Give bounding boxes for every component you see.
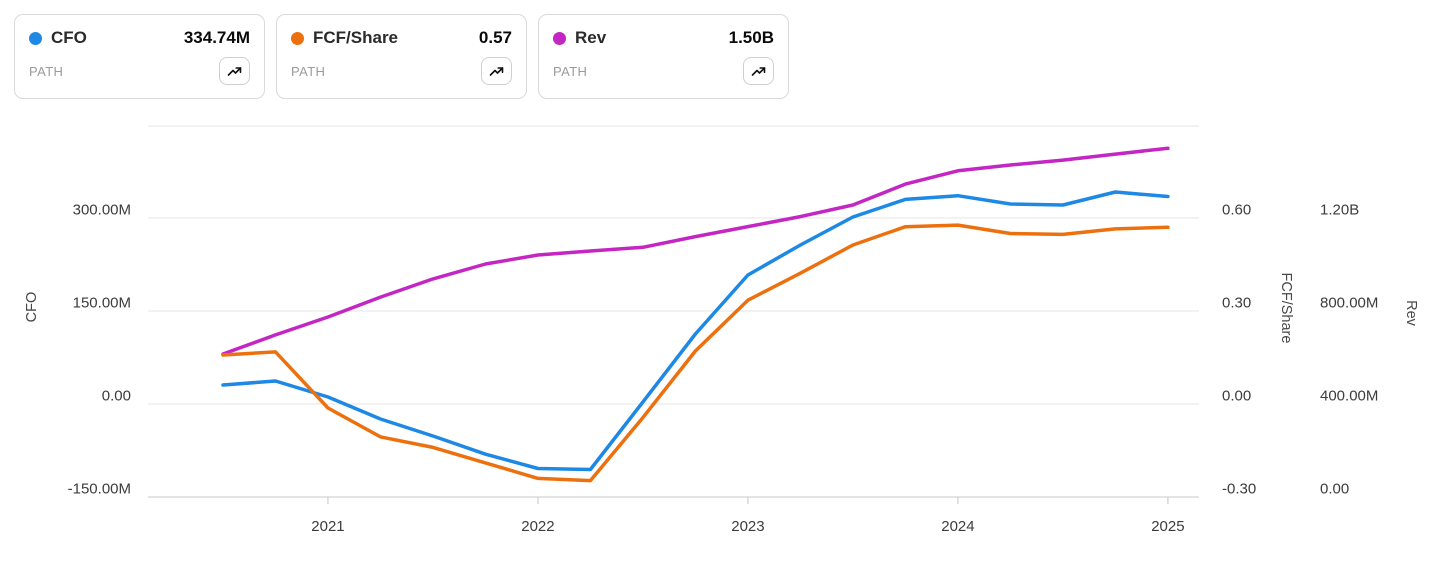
fcf-path-label: PATH [291,63,326,79]
trending-up-icon [751,66,766,76]
rev-path-label: PATH [553,63,588,79]
rev-series-color-dot [553,31,566,45]
y-axis-cfo-tick-label: 150.00M [73,295,131,312]
cfo-series-value: 334.74M [183,28,250,47]
legend-card-cfo[interactable]: CFO 334.74M PATH [14,14,265,99]
fcf-series-value: 0.57 [478,28,512,47]
x-axis-tick-label: 2024 [941,518,974,535]
y-axis-rev-tick-label: 1.20B [1320,202,1359,219]
y-axis-fcf-tick-label: -0.30 [1222,481,1256,498]
cfo-path-label: PATH [29,63,64,79]
y-axis-title-fcf-share: FCF/Share [1278,273,1294,344]
y-axis-cfo-tick-label: -150.00M [68,481,131,498]
legend: CFO 334.74M PATH FCF/Share 0.57 [14,14,789,99]
y-axis-fcf-tick-label: 0.60 [1222,202,1251,219]
legend-card-rev[interactable]: Rev 1.50B PATH [538,14,789,99]
cfo-series-label: CFO [51,28,87,47]
y-axis-rev-tick-label: 0.00 [1320,481,1349,498]
y-axis-cfo-tick-label: 0.00 [102,388,131,405]
rev-series-label: Rev [575,28,607,47]
y-axis-fcf-tick-label: 0.30 [1222,295,1251,312]
legend-card-footer: PATH [29,57,250,85]
y-axis-rev-tick-label: 400.00M [1320,388,1378,405]
series-line-cfo[interactable] [221,190,1170,472]
y-axis-title-rev: Rev [1403,300,1419,327]
series-line-fcf-share[interactable] [221,223,1170,483]
legend-card-header: CFO 334.74M [29,28,250,48]
x-axis-tick-label: 2021 [311,518,344,535]
cfo-series-color-dot [29,31,42,45]
y-axis-fcf-tick-label: 0.00 [1222,388,1251,405]
x-axis-tick-label: 2023 [731,518,764,535]
rev-series-value: 1.50B [728,28,774,47]
series-line-rev[interactable] [221,146,1170,356]
x-axis-tick-label: 2025 [1151,518,1184,535]
fcf-series-label: FCF/Share [313,28,399,47]
rev-trend-chart-button[interactable] [743,57,774,85]
fcf-series-color-dot [291,31,304,45]
legend-card-footer: PATH [553,57,774,85]
cfo-trend-chart-button[interactable] [219,57,250,85]
trending-up-icon [227,66,242,76]
y-axis-title-cfo: CFO [24,292,40,323]
legend-card-footer: PATH [291,57,512,85]
fcf-trend-chart-button[interactable] [481,57,512,85]
y-axis-cfo-tick-label: 300.00M [73,202,131,219]
x-axis-tick-label: 2022 [521,518,554,535]
trending-up-icon [489,66,504,76]
legend-card-header: Rev 1.50B [553,28,774,48]
legend-card-fcf-share[interactable]: FCF/Share 0.57 PATH [276,14,527,99]
legend-card-header: FCF/Share 0.57 [291,28,512,48]
y-axis-rev-tick-label: 800.00M [1320,295,1378,312]
